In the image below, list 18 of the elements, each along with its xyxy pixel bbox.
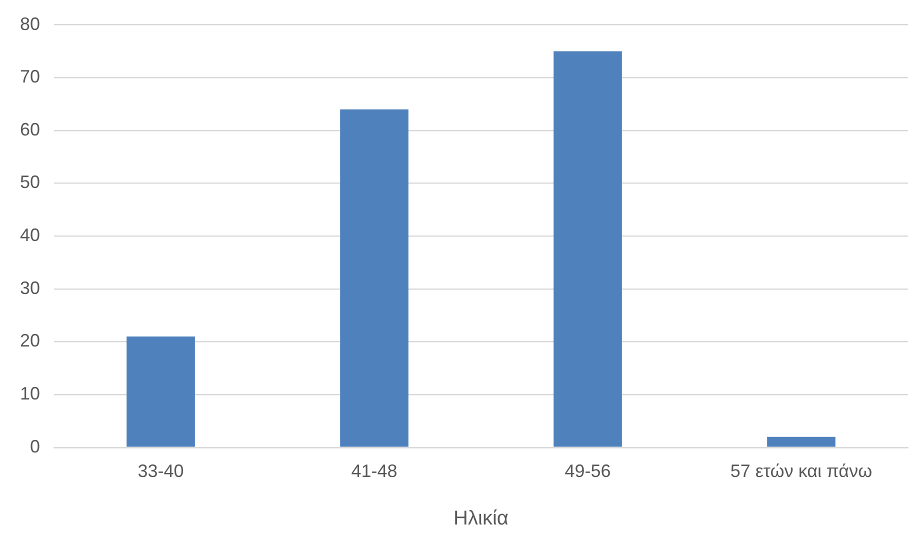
y-tick-label: 30 xyxy=(20,278,40,298)
bar xyxy=(126,336,195,447)
y-tick-label: 80 xyxy=(20,14,40,34)
y-tick-label: 10 xyxy=(20,384,40,404)
x-tick-label: 33-40 xyxy=(138,461,184,482)
x-tick-label: 41-48 xyxy=(351,461,398,482)
bar xyxy=(340,109,408,447)
y-tick-label: 0 xyxy=(30,436,40,456)
y-tick-label: 50 xyxy=(20,172,40,192)
y-tick-label: 60 xyxy=(20,119,40,140)
x-tick-label: 57 ετών και πάνω xyxy=(730,461,872,482)
bar xyxy=(767,436,836,447)
x-tick-label: 49-56 xyxy=(564,461,611,482)
y-tick-label: 20 xyxy=(20,330,40,351)
x-axis-title: Ηλικία xyxy=(454,508,508,530)
bar xyxy=(554,51,622,447)
y-tick-label: 40 xyxy=(20,225,40,246)
y-tick-label: 70 xyxy=(20,66,40,87)
